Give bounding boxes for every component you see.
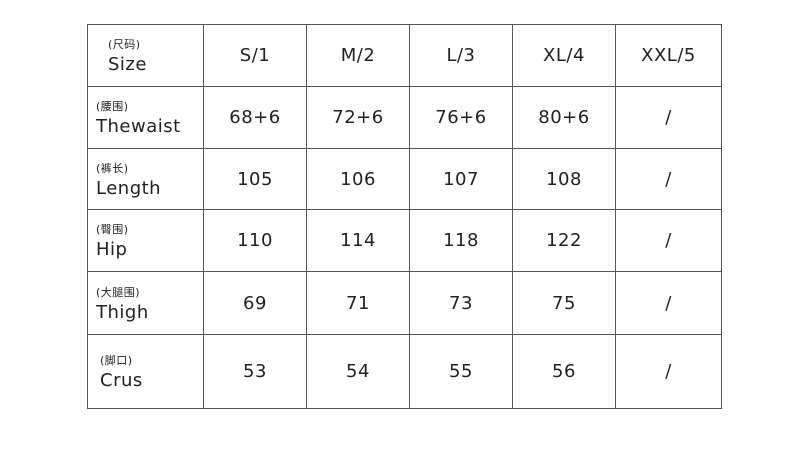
table-row: (裤长) Length 105 106 107 108 /	[87, 148, 722, 210]
row-label: (臀围) Hip	[87, 209, 204, 272]
table-cell: 53	[203, 334, 307, 409]
table-cell: /	[615, 209, 722, 272]
table-cell: 110	[203, 209, 307, 272]
table-cell: /	[615, 271, 722, 335]
table-cell: 55	[409, 334, 513, 409]
size-column-header: M/2	[306, 24, 410, 87]
table-cell: 114	[306, 209, 410, 272]
row-label-en: Thewaist	[96, 116, 181, 137]
row-label-cn: (裤长)	[96, 161, 129, 175]
table-cell: 71	[306, 271, 410, 335]
table-cell: 69	[203, 271, 307, 335]
table-cell: 75	[512, 271, 616, 335]
table-cell: 118	[409, 209, 513, 272]
row-label-en: Thigh	[96, 301, 149, 323]
size-column-header: L/3	[409, 24, 513, 87]
table-cell: /	[615, 334, 722, 409]
row-label-cn: (脚口)	[100, 354, 133, 367]
row-label-en: Crus	[100, 370, 143, 391]
row-label-cn: (臀围)	[96, 223, 129, 236]
table-cell: 122	[512, 209, 616, 272]
row-label: (大腿围) Thigh	[87, 271, 204, 335]
size-chart-table: (尺码) Size S/1 M/2 L/3 XL/4 XXL/5 (腰围) The…	[87, 24, 722, 409]
row-label: (脚口) Crus	[87, 334, 204, 409]
table-cell: 56	[512, 334, 616, 409]
size-column-header: XXL/5	[615, 24, 722, 87]
table-row: (脚口) Crus 53 54 55 56 /	[87, 334, 722, 409]
table-cell: 105	[203, 148, 307, 210]
table-cell: 68+6	[203, 86, 307, 149]
size-header-en: Size	[108, 54, 147, 75]
table-cell: 107	[409, 148, 513, 210]
table-cell: 54	[306, 334, 410, 409]
table-cell: 108	[512, 148, 616, 210]
table-row: (臀围) Hip 110 114 118 122 /	[87, 209, 722, 272]
table-cell: /	[615, 86, 722, 149]
table-cell: 106	[306, 148, 410, 210]
header-row: (尺码) Size S/1 M/2 L/3 XL/4 XXL/5	[87, 24, 722, 87]
table-cell: 76+6	[409, 86, 513, 149]
table-cell: /	[615, 148, 722, 210]
row-label: (裤长) Length	[87, 148, 204, 210]
table-cell: 73	[409, 271, 513, 335]
size-header-cell: (尺码) Size	[87, 24, 204, 87]
table-cell: 80+6	[512, 86, 616, 149]
row-label-cn: (腰围)	[96, 100, 129, 113]
size-column-header: S/1	[203, 24, 307, 87]
row-label-en: Hip	[96, 239, 128, 260]
row-label-en: Length	[96, 177, 162, 199]
table-cell: 72+6	[306, 86, 410, 149]
table-row: (大腿围) Thigh 69 71 73 75 /	[87, 271, 722, 335]
size-column-header: XL/4	[512, 24, 616, 87]
row-label-cn: (大腿围)	[96, 285, 141, 299]
size-header-cn: (尺码)	[108, 38, 141, 51]
table-row: (腰围) Thewaist 68+6 72+6 76+6 80+6 /	[87, 86, 722, 149]
row-label: (腰围) Thewaist	[87, 86, 204, 149]
